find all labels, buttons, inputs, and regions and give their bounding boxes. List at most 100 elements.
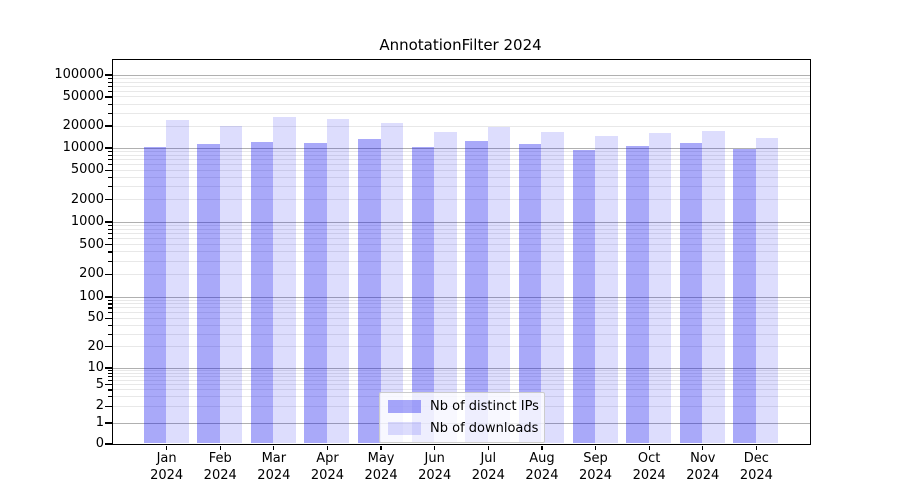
y-minor-tick-mark — [108, 158, 112, 161]
minor-gridline — [112, 150, 810, 152]
major-gridline — [112, 221, 810, 223]
x-tick-label-mar: Mar 2024 — [242, 450, 306, 484]
y-tick-mark — [104, 273, 112, 275]
y-minor-tick-mark — [108, 81, 112, 83]
x-tick-year: 2024 — [471, 468, 505, 483]
x-tick-year: 2024 — [150, 468, 184, 483]
minor-gridline — [112, 176, 810, 178]
minor-gridline — [112, 251, 810, 253]
x-tick-month: Oct — [637, 451, 661, 466]
x-tick-month: Mar — [261, 451, 287, 466]
y-minor-tick-mark — [108, 376, 112, 378]
x-tick-year: 2024 — [364, 468, 398, 483]
y-tick-label: 2000 — [70, 191, 104, 207]
y-minor-tick-mark — [108, 312, 112, 314]
y-tick-mark — [104, 221, 112, 223]
x-tick-mark — [487, 445, 489, 450]
x-tick-mark — [434, 445, 436, 450]
x-tick-mark — [219, 445, 221, 450]
major-gridline — [112, 296, 810, 298]
y-minor-tick-mark — [108, 77, 112, 80]
minor-gridline — [112, 346, 810, 348]
minor-gridline — [112, 158, 810, 160]
minor-gridline — [112, 186, 810, 188]
minor-gridline — [112, 324, 810, 326]
bar-jul-downloads — [487, 127, 511, 444]
bar-jun-distinct-ips — [411, 146, 435, 444]
minor-gridline — [112, 376, 810, 378]
y-minor-tick-mark — [108, 372, 112, 375]
bar-oct-distinct-ips — [626, 145, 649, 444]
y-minor-tick-mark — [108, 186, 112, 188]
x-tick-month: Sep — [583, 451, 608, 466]
y-minor-tick-mark — [108, 324, 112, 326]
y-minor-tick-mark — [108, 333, 112, 335]
legend-item-downloads: Nb of downloads — [388, 421, 539, 436]
x-tick-label-aug: Aug 2024 — [510, 450, 574, 484]
x-tick-month: Jan — [156, 451, 177, 466]
x-tick-year: 2024 — [310, 468, 344, 483]
legend: Nb of distinct IPs Nb of downloads — [379, 392, 545, 443]
legend-swatch-distinct-ips — [388, 400, 421, 413]
minor-gridline — [112, 224, 810, 226]
y-minor-tick-mark — [108, 154, 112, 156]
y-tick-label: 50000 — [62, 88, 104, 104]
y-minor-tick-mark — [108, 379, 112, 381]
y-tick-label: 5000 — [70, 162, 104, 178]
x-tick-label-jan: Jan 2024 — [135, 450, 199, 484]
minor-gridline — [112, 77, 810, 79]
legend-label-downloads: Nb of downloads — [430, 421, 539, 436]
x-tick-mark — [594, 445, 597, 450]
x-tick-mark — [166, 445, 168, 450]
major-gridline — [112, 147, 810, 149]
x-tick-label-dec: Dec 2024 — [724, 450, 788, 484]
bar-aug-distinct-ips — [518, 144, 542, 444]
y-tick-mark — [104, 147, 112, 149]
minor-gridline — [112, 244, 810, 246]
minor-gridline — [112, 333, 810, 335]
minor-gridline — [112, 238, 810, 240]
legend-item-distinct-ips: Nb of distinct IPs — [388, 399, 539, 414]
y-tick-label: 10000 — [62, 140, 104, 155]
bar-jan-downloads — [166, 119, 189, 444]
minor-gridline — [112, 112, 810, 114]
bar-oct-downloads — [648, 132, 672, 444]
x-tick-month: Nov — [690, 451, 716, 466]
x-tick-year: 2024 — [578, 468, 613, 483]
bar-jun-downloads — [434, 131, 457, 444]
x-tick-month: Aug — [529, 451, 555, 466]
minor-gridline — [112, 379, 810, 381]
bar-apr-distinct-ips — [304, 142, 327, 444]
minor-gridline — [112, 163, 810, 165]
bar-nov-distinct-ips — [679, 142, 703, 444]
y-minor-tick-mark — [108, 389, 112, 391]
x-tick-year: 2024 — [257, 468, 291, 483]
minor-gridline — [112, 307, 810, 309]
x-tick-label-apr: Apr 2024 — [295, 450, 359, 484]
y-tick-label: 50 — [87, 310, 104, 326]
x-tick-mark — [326, 445, 329, 450]
x-tick-mark — [541, 445, 543, 450]
minor-gridline — [112, 370, 810, 372]
x-tick-label-sep: Sep 2024 — [564, 450, 628, 484]
x-tick-year: 2024 — [686, 468, 720, 483]
y-tick-label: 2 — [95, 398, 104, 414]
minor-gridline — [112, 125, 810, 127]
y-tick-label: 200 — [79, 266, 104, 282]
x-tick-mark — [648, 445, 650, 450]
y-tick-mark — [104, 367, 112, 369]
y-minor-tick-mark — [108, 370, 112, 372]
x-tick-label-jul: Jul 2024 — [456, 450, 520, 484]
bar-dec-distinct-ips — [733, 149, 756, 444]
y-tick-label: 500 — [79, 236, 104, 252]
x-tick-label-feb: Feb 2024 — [188, 450, 252, 484]
minor-gridline — [112, 199, 810, 201]
y-tick-mark — [104, 199, 112, 201]
y-minor-tick-mark — [108, 112, 112, 114]
y-tick-label: 1000 — [70, 214, 104, 229]
bar-dec-downloads — [755, 137, 779, 444]
x-tick-month: Jun — [424, 451, 445, 466]
y-tick-label: 5 — [95, 376, 104, 392]
x-tick-label-jun: Jun 2024 — [403, 450, 467, 484]
